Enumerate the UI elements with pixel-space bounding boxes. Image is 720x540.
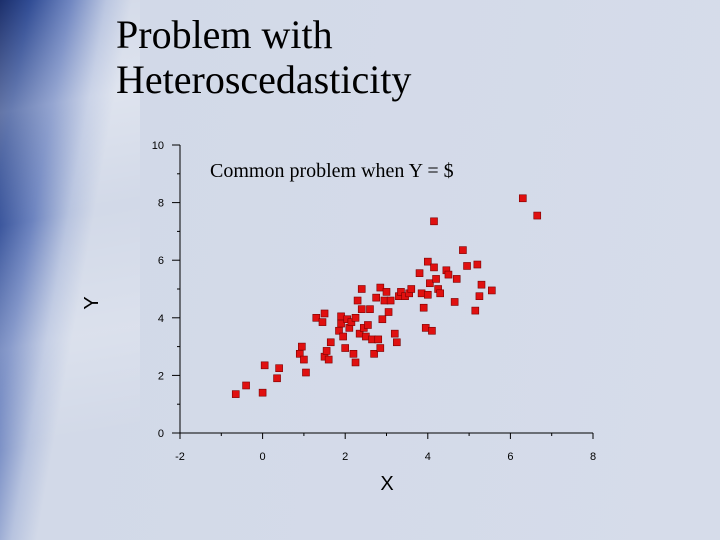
data-point <box>341 344 350 352</box>
data-point <box>322 347 331 355</box>
x-tick-label: 8 <box>590 451 596 463</box>
data-point <box>430 263 438 272</box>
data-point <box>357 305 366 313</box>
y-tick-label: 10 <box>152 140 164 152</box>
data-point <box>430 217 438 226</box>
data-point <box>324 355 333 364</box>
y-axis-label: Y <box>81 296 103 309</box>
data-point <box>347 318 356 326</box>
chart-ticks: 0 2 4 6 8 10 -2 0 2 4 6 8 <box>152 140 596 463</box>
data-point <box>260 361 269 370</box>
data-point <box>444 270 453 279</box>
data-point <box>393 338 401 347</box>
data-point <box>384 308 393 316</box>
data-point <box>477 280 486 289</box>
x-axis-label: X <box>380 473 393 495</box>
data-point <box>382 288 391 296</box>
data-point <box>275 364 283 373</box>
data-point <box>258 388 267 397</box>
data-point <box>488 286 496 295</box>
chart-annotation: Common problem when Y = $ <box>210 160 454 182</box>
data-point <box>372 293 380 302</box>
data-point <box>475 292 484 301</box>
data-point <box>370 349 378 358</box>
data-point <box>300 355 308 364</box>
data-point <box>349 349 358 358</box>
data-point <box>378 315 387 324</box>
data-point <box>312 313 321 322</box>
data-point <box>231 390 240 398</box>
data-point <box>364 321 372 329</box>
data-point <box>450 298 459 306</box>
data-point <box>428 326 436 335</box>
data-point <box>376 344 385 352</box>
y-tick-label: 2 <box>158 370 164 382</box>
data-point <box>273 374 281 383</box>
data-point <box>473 260 482 269</box>
data-point <box>366 305 374 313</box>
data-point <box>533 211 542 220</box>
data-point <box>318 318 327 326</box>
data-point <box>426 279 434 288</box>
chart-points <box>231 194 542 398</box>
x-tick-label: 0 <box>260 451 266 463</box>
data-point <box>415 269 424 277</box>
y-tick-label: 0 <box>158 428 164 440</box>
title-line-1: Problem with <box>116 12 333 57</box>
data-point <box>452 275 461 283</box>
x-tick-label: 2 <box>342 451 348 463</box>
data-point <box>518 194 527 203</box>
data-point <box>386 296 395 305</box>
data-point <box>357 285 366 293</box>
y-tick-label: 8 <box>158 198 164 210</box>
y-tick-label: 4 <box>158 313 164 325</box>
data-point <box>397 288 405 296</box>
data-point <box>432 275 440 283</box>
data-point <box>339 332 347 341</box>
data-point <box>298 342 306 351</box>
y-tick-label: 6 <box>158 255 164 267</box>
data-point <box>423 257 432 266</box>
x-tick-label: 6 <box>507 451 513 463</box>
data-point <box>471 306 480 315</box>
data-point <box>320 309 329 318</box>
title-line-2: Heteroscedasticity <box>116 57 412 102</box>
data-point <box>351 313 360 322</box>
data-point <box>376 283 385 292</box>
data-point <box>351 358 360 367</box>
data-point <box>353 296 362 305</box>
data-point <box>326 338 335 347</box>
data-point <box>419 303 428 312</box>
data-point <box>302 368 310 377</box>
data-point <box>436 289 444 298</box>
data-point <box>374 335 383 344</box>
data-point <box>459 246 467 254</box>
data-point <box>390 329 399 338</box>
data-point <box>242 381 250 390</box>
data-point <box>407 285 416 293</box>
x-tick-label: -2 <box>175 451 185 463</box>
slide-title: Problem with Heteroscedasticity <box>116 12 636 102</box>
data-point <box>463 262 471 270</box>
data-point <box>423 290 432 299</box>
x-tick-label: 4 <box>425 451 431 463</box>
background-light-streak <box>0 0 140 540</box>
